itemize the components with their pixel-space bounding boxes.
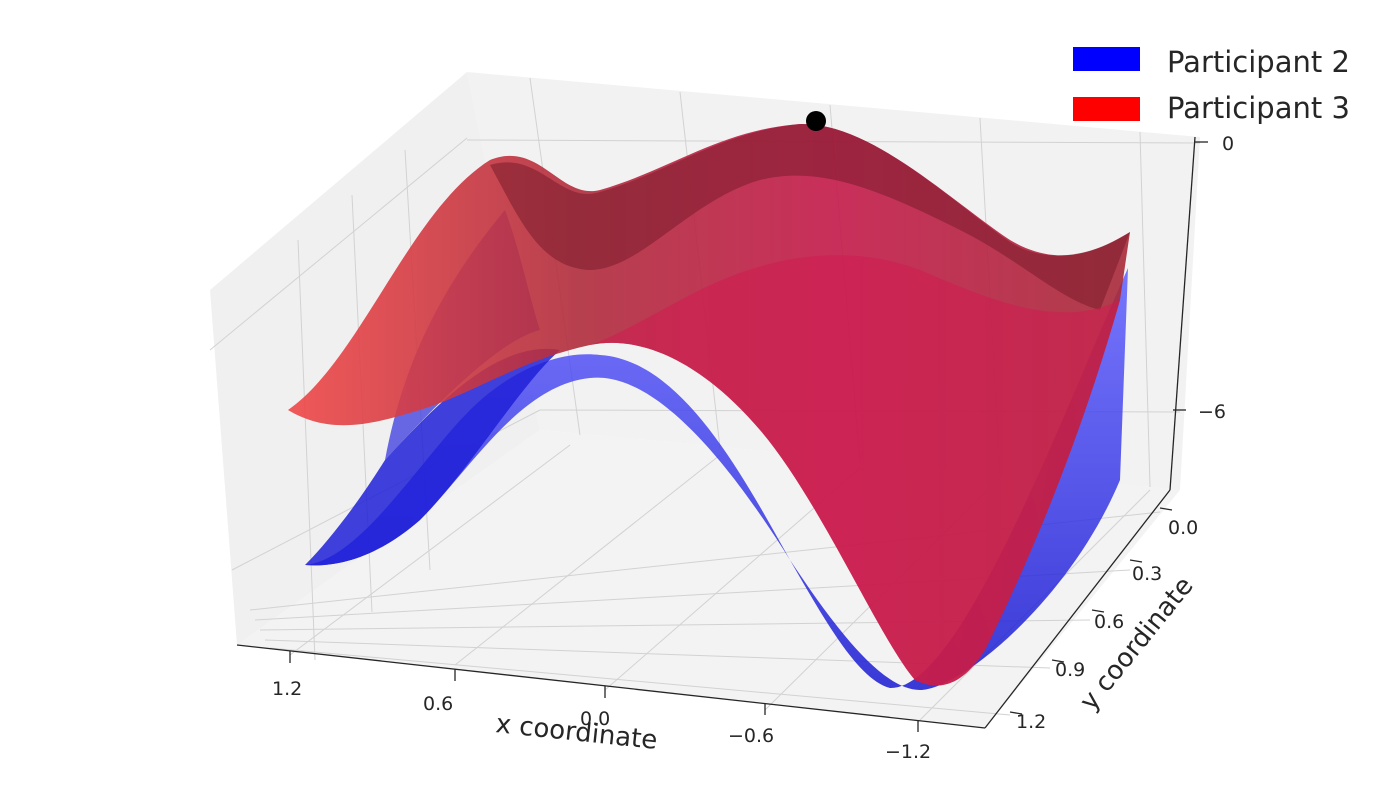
z-tick-label: −6 <box>1198 401 1226 423</box>
z-tick-label: 0 <box>1222 133 1234 155</box>
x-tick-labels: 1.2 0.6 0.0 −0.6 −1.2 <box>272 678 931 763</box>
y-tick-label: 0.6 <box>1094 611 1124 633</box>
legend-swatch-participant-3 <box>1073 97 1140 121</box>
legend-swatch-participant-2 <box>1073 47 1140 71</box>
z-tick-labels: 0 −6 <box>1198 133 1234 423</box>
x-tick-label: −0.6 <box>728 725 774 747</box>
y-tick-label: 0.9 <box>1055 659 1085 681</box>
y-tick-label: 0.3 <box>1132 563 1162 585</box>
y-tick-label: 1.2 <box>1016 711 1046 733</box>
legend: Participant 2 Participant 3 <box>1073 45 1350 125</box>
x-tick-label: 0.0 <box>580 708 610 730</box>
x-axis-title: x coordinate <box>494 709 659 756</box>
x-tick-label: 1.2 <box>272 678 302 700</box>
x-tick-label: −1.2 <box>885 741 931 763</box>
axes <box>236 136 1208 732</box>
highlight-point <box>806 111 826 131</box>
y-tick-label: 0.0 <box>1168 517 1198 539</box>
legend-label-participant-2: Participant 2 <box>1167 45 1350 79</box>
legend-label-participant-3: Participant 3 <box>1167 91 1350 125</box>
surface-participant-3 <box>288 123 1130 686</box>
x-tick-label: 0.6 <box>423 693 453 715</box>
y-tick-labels: 0.0 0.3 0.6 0.9 1.2 <box>1016 517 1198 733</box>
